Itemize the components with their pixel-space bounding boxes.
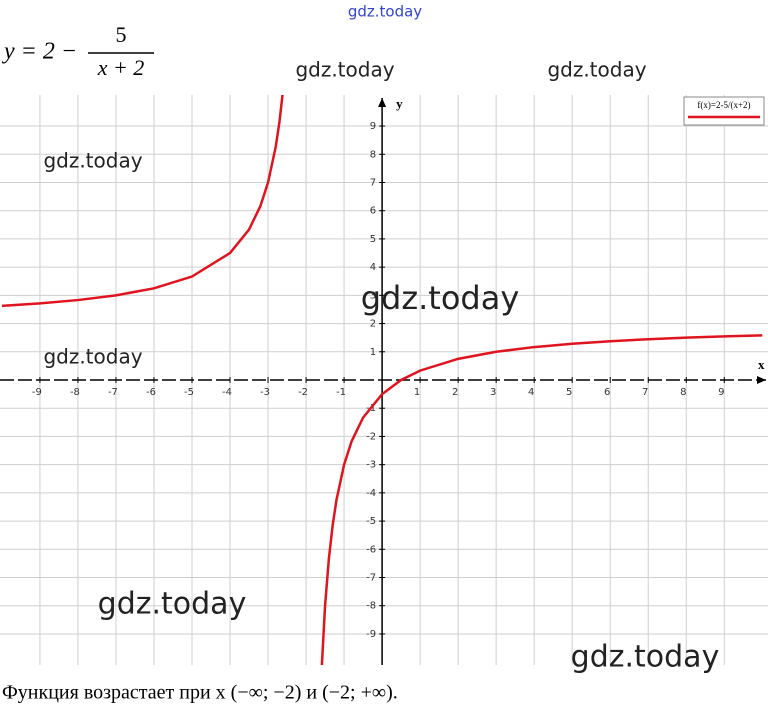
x-tick-label: 9 — [718, 387, 724, 398]
x-axis-label: x — [758, 357, 765, 372]
y-tick-label: -9 — [366, 629, 376, 640]
formula-numerator: 5 — [116, 22, 127, 47]
y-tick-label: -5 — [366, 516, 376, 527]
y-tick-label: 7 — [370, 177, 376, 188]
y-tick-label: 8 — [370, 149, 376, 160]
watermark: gdz.today — [98, 587, 247, 622]
y-tick-label: -6 — [366, 544, 376, 555]
watermark: gdz.today — [361, 279, 520, 317]
x-tick-label: 5 — [566, 387, 572, 398]
y-tick-label: -4 — [366, 488, 376, 499]
x-axis-arrow — [757, 376, 766, 384]
conclusion: Функция возрастает при x (−∞; −2) и (−2;… — [2, 682, 398, 704]
legend-label: f(x)=2-5/(x+2) — [697, 100, 750, 110]
watermark: gdz.today — [295, 58, 394, 82]
plot — [1, 95, 763, 665]
x-tick-label: -9 — [32, 387, 42, 398]
x-tick-label: 6 — [604, 387, 610, 398]
watermark: gdz.today — [348, 3, 422, 21]
y-tick-label: 5 — [370, 234, 376, 245]
y-tick-label: 9 — [370, 121, 376, 132]
x-tick-label: 1 — [414, 387, 420, 398]
x-tick-label: 7 — [642, 387, 648, 398]
curve — [1, 95, 763, 665]
watermarks: gdz.today gdz.today gdz.today gdz.today gdz.… — [43, 3, 719, 675]
y-tick-label: 1 — [370, 347, 376, 358]
grid: -9 -8 -7 -6 -5 -4 -3 -2 -1 1 2 3 4 5 6 7 8 9 -9 -8 -7 -6 -5 -4 -… — [0, 95, 768, 665]
watermark: gdz.today — [43, 149, 142, 173]
y-tick-label: -7 — [366, 573, 376, 584]
formula-lhs: y = 2 − — [2, 39, 77, 65]
y-tick-label: 6 — [370, 206, 376, 217]
y-tick-label: 3 — [370, 290, 376, 301]
y-tick-label: -8 — [366, 601, 376, 612]
x-tick-label: -2 — [298, 387, 308, 398]
watermark: gdz.today — [43, 345, 142, 369]
x-tick-label: 4 — [528, 387, 534, 398]
x-tick-label: -5 — [184, 387, 194, 398]
y-axis-label: y — [396, 96, 403, 111]
watermark: gdz.today — [571, 640, 720, 675]
x-tick-label: -1 — [336, 387, 346, 398]
formula-denominator: x + 2 — [97, 55, 145, 80]
watermark: gdz.today — [547, 58, 646, 82]
x-tick-label: -7 — [108, 387, 118, 398]
x-tick-label: 2 — [452, 387, 458, 398]
x-tick-label: -6 — [146, 387, 156, 398]
x-tick-label: 8 — [680, 387, 686, 398]
y-axis-arrow — [378, 98, 387, 107]
x-tick-label: -8 — [70, 387, 80, 398]
x-tick-label: -3 — [260, 387, 270, 398]
y-tick-label: 2 — [370, 319, 376, 330]
x-tick-label: 3 — [490, 387, 496, 398]
y-tick-label: -2 — [366, 431, 376, 442]
x-tick-label: -4 — [222, 387, 232, 398]
legend-box — [683, 96, 765, 126]
y-tick-label: 4 — [370, 262, 376, 273]
y-tick-label: -3 — [366, 460, 376, 471]
